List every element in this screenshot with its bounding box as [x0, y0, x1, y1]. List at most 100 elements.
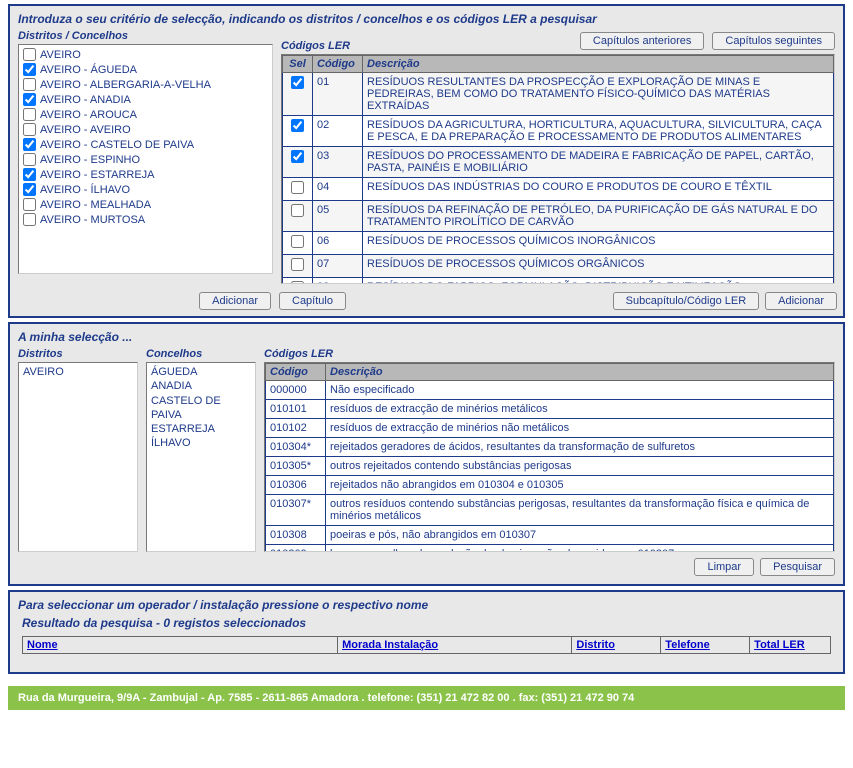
results-subtitle: Resultado da pesquisa - 0 registos selec…: [14, 614, 839, 632]
distrito-label: AVEIRO - ÁGUEDA: [40, 64, 137, 76]
distrito-label: AVEIRO - AVEIRO: [40, 124, 131, 136]
ler-row: 01RESÍDUOS RESULTANTES DA PROSPECÇÃO E E…: [283, 73, 834, 116]
distrito-label: AVEIRO - ÍLHAVO: [40, 184, 130, 196]
sel-th-descricao: Descrição: [326, 364, 834, 381]
ler-checkbox[interactable]: [291, 181, 304, 194]
distrito-item[interactable]: AVEIRO - CASTELO DE PAIVA: [21, 137, 270, 152]
ler-table-container[interactable]: Sel Código Descrição 01RESÍDUOS RESULTAN…: [281, 54, 835, 284]
distrito-checkbox[interactable]: [23, 48, 36, 61]
ler-checkbox[interactable]: [291, 258, 304, 271]
sel-ler-codigo: 010306: [266, 476, 326, 495]
sel-concelho-item[interactable]: ÍLHAVO: [151, 436, 251, 450]
sel-ler-descricao: Não especificado: [326, 381, 834, 400]
limpar-button[interactable]: Limpar: [694, 558, 754, 576]
ler-checkbox[interactable]: [291, 281, 304, 284]
sel-ler-row: 010102resíduos de extracção de minérios …: [266, 419, 834, 438]
distritos-listbox[interactable]: AVEIRO AVEIRO - ÁGUEDA AVEIRO - ALBERGARIA…: [18, 44, 273, 274]
distrito-checkbox[interactable]: [23, 168, 36, 181]
sel-concelho-item[interactable]: ESTARREJA: [151, 422, 251, 436]
ler-checkbox[interactable]: [291, 204, 304, 217]
sel-concelho-item[interactable]: CASTELO DE PAIVA: [151, 394, 251, 423]
ler-descricao: RESÍDUOS DO FABRICO, FORMULAÇÃO, DISTRIB…: [363, 278, 834, 285]
sel-ler-descricao: resíduos de extracção de minérios metáli…: [326, 400, 834, 419]
sel-concelhos-column: Concelhos ÁGUEDAANADIACASTELO DE PAIVAES…: [146, 348, 256, 552]
pesquisar-button[interactable]: Pesquisar: [760, 558, 835, 576]
distrito-item[interactable]: AVEIRO - ESTARREJA: [21, 167, 270, 182]
criteria-title: Introduza o seu critério de selecção, in…: [14, 10, 839, 28]
result-th-morada[interactable]: Morada Instalação: [338, 637, 572, 654]
distrito-item[interactable]: AVEIRO - ANADIA: [21, 92, 270, 107]
distrito-checkbox[interactable]: [23, 108, 36, 121]
ler-codigo: 05: [313, 201, 363, 232]
ler-descricao: RESÍDUOS DE PROCESSOS QUÍMICOS INORGÂNIC…: [363, 232, 834, 255]
distrito-checkbox[interactable]: [23, 78, 36, 91]
ler-codigo: 02: [313, 116, 363, 147]
sel-ler-codigo: 010307*: [266, 495, 326, 526]
distritos-header: Distritos / Concelhos: [18, 30, 273, 42]
distrito-checkbox[interactable]: [23, 63, 36, 76]
ler-checkbox[interactable]: [291, 150, 304, 163]
sel-concelho-item[interactable]: ANADIA: [151, 379, 251, 393]
distrito-item[interactable]: AVEIRO - MURTOSA: [21, 212, 270, 227]
distritos-column: Distritos / Concelhos AVEIRO AVEIRO - ÁGU…: [18, 30, 273, 284]
ler-descricao: RESÍDUOS DA AGRICULTURA, HORTICULTURA, A…: [363, 116, 834, 147]
sel-concelhos-list[interactable]: ÁGUEDAANADIACASTELO DE PAIVAESTARREJAÍLH…: [146, 362, 256, 552]
ler-codigo: 08: [313, 278, 363, 285]
distrito-checkbox[interactable]: [23, 153, 36, 166]
ler-checkbox[interactable]: [291, 76, 304, 89]
result-th-distrito[interactable]: Distrito: [572, 637, 661, 654]
distrito-item[interactable]: AVEIRO - ESPINHO: [21, 152, 270, 167]
ler-row: 06RESÍDUOS DE PROCESSOS QUÍMICOS INORGÂN…: [283, 232, 834, 255]
result-th-telefone[interactable]: Telefone: [661, 637, 750, 654]
ler-codigo: 04: [313, 178, 363, 201]
distrito-item[interactable]: AVEIRO: [21, 47, 270, 62]
capitulos-seguintes-button[interactable]: Capítulos seguintes: [712, 32, 835, 50]
capitulos-anteriores-button[interactable]: Capítulos anteriores: [580, 32, 704, 50]
results-table: Nome Morada Instalação Distrito Telefone…: [22, 636, 831, 654]
capitulo-button[interactable]: Capítulo: [279, 292, 346, 310]
ler-checkbox[interactable]: [291, 119, 304, 132]
distrito-checkbox[interactable]: [23, 93, 36, 106]
sel-ler-codigo: 010308: [266, 526, 326, 545]
ler-descricao: RESÍDUOS DA REFINAÇÃO DE PETRÓLEO, DA PU…: [363, 201, 834, 232]
sel-distrito-item[interactable]: AVEIRO: [23, 365, 133, 379]
ler-checkbox[interactable]: [291, 235, 304, 248]
distrito-label: AVEIRO - ALBERGARIA-A-VELHA: [40, 79, 211, 91]
ler-codigo: 06: [313, 232, 363, 255]
distrito-item[interactable]: AVEIRO - AROUCA: [21, 107, 270, 122]
result-th-total[interactable]: Total LER: [750, 637, 831, 654]
sel-ler-codigo: 010304*: [266, 438, 326, 457]
sel-ler-descricao: lamas vermelhas da produção de alumina, …: [326, 545, 834, 553]
sel-ler-codigo: 010309: [266, 545, 326, 553]
sel-ler-row: 000000Não especificado: [266, 381, 834, 400]
result-th-nome[interactable]: Nome: [23, 637, 338, 654]
distrito-checkbox[interactable]: [23, 138, 36, 151]
sel-ler-row: 010305*outros rejeitados contendo substâ…: [266, 457, 834, 476]
adicionar-ler-button[interactable]: Adicionar: [765, 292, 837, 310]
sel-codigos-header: Códigos LER: [264, 348, 835, 360]
distrito-item[interactable]: AVEIRO - ÁGUEDA: [21, 62, 270, 77]
distrito-item[interactable]: AVEIRO - ÍLHAVO: [21, 182, 270, 197]
distrito-checkbox[interactable]: [23, 123, 36, 136]
sel-concelho-item[interactable]: ÁGUEDA: [151, 365, 251, 379]
ler-descricao: RESÍDUOS DE PROCESSOS QUÍMICOS ORGÂNICOS: [363, 255, 834, 278]
distrito-item[interactable]: AVEIRO - ALBERGARIA-A-VELHA: [21, 77, 270, 92]
distrito-label: AVEIRO - CASTELO DE PAIVA: [40, 139, 194, 151]
sel-distritos-list[interactable]: AVEIRO: [18, 362, 138, 552]
sel-codigos-table-wrap[interactable]: Código Descrição 000000Não especificado 0…: [264, 362, 835, 552]
distrito-label: AVEIRO - MEALHADA: [40, 199, 151, 211]
distrito-checkbox[interactable]: [23, 198, 36, 211]
ler-table: Sel Código Descrição 01RESÍDUOS RESULTAN…: [282, 55, 834, 284]
results-panel: Para seleccionar um operador / instalaçã…: [8, 590, 845, 674]
ler-codigo: 01: [313, 73, 363, 116]
sel-ler-descricao: outros rejeitados contendo substâncias p…: [326, 457, 834, 476]
adicionar-distritos-button[interactable]: Adicionar: [199, 292, 271, 310]
distrito-checkbox[interactable]: [23, 213, 36, 226]
distrito-checkbox[interactable]: [23, 183, 36, 196]
footer-bar: Rua da Murgueira, 9/9A - Zambujal - Ap. …: [8, 686, 845, 710]
sel-th-codigo: Código: [266, 364, 326, 381]
distrito-item[interactable]: AVEIRO - MEALHADA: [21, 197, 270, 212]
ler-th-descricao: Descrição: [363, 56, 834, 73]
subcapitulo-button[interactable]: Subcapítulo/Código LER: [613, 292, 759, 310]
distrito-item[interactable]: AVEIRO - AVEIRO: [21, 122, 270, 137]
